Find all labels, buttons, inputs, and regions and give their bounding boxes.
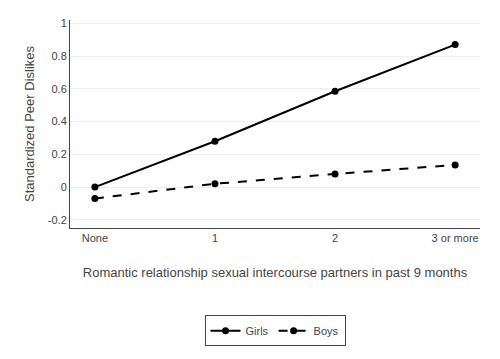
svg-text:Boys: Boys xyxy=(314,325,339,337)
svg-text:0: 0 xyxy=(61,181,67,193)
svg-text:0.2: 0.2 xyxy=(52,148,67,160)
svg-text:1: 1 xyxy=(61,17,67,29)
svg-text:0.4: 0.4 xyxy=(52,115,67,127)
svg-text:Girls: Girls xyxy=(246,325,269,337)
svg-text:1: 1 xyxy=(212,232,218,244)
svg-text:-0.2: -0.2 xyxy=(48,214,67,226)
svg-text:2: 2 xyxy=(332,232,338,244)
svg-text:0.8: 0.8 xyxy=(52,50,67,62)
svg-text:Romantic relationship sexual i: Romantic relationship sexual intercourse… xyxy=(83,265,468,280)
svg-text:0.6: 0.6 xyxy=(52,83,67,95)
svg-text:Standardized Peer Dislikes: Standardized Peer Dislikes xyxy=(22,45,37,202)
svg-text:None: None xyxy=(82,232,108,244)
svg-text:3 or more: 3 or more xyxy=(432,232,479,244)
